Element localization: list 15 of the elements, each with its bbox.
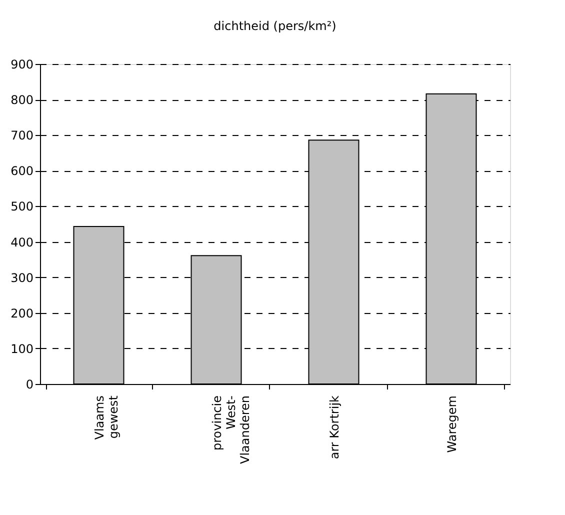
y-tick-label: 100	[10, 342, 34, 356]
y-tick-label: 300	[10, 270, 34, 285]
y-tick-label: 600	[10, 164, 34, 178]
y-tick-label: 500	[10, 200, 34, 214]
y-tick-label: 800	[10, 93, 34, 108]
x-tick-label: Vlaams gewest	[92, 395, 120, 440]
x-tick-label: arr Kortrijk	[327, 395, 342, 460]
y-tick-label: 400	[10, 235, 34, 250]
y-tick-label: 900	[10, 58, 34, 72]
x-tick-label: Waregem	[444, 396, 459, 453]
chart-title: dichtheid (pers/km²)	[214, 19, 336, 33]
x-tick-label: provincie West- Vlaanderen	[210, 396, 252, 464]
y-tick-label: 0	[26, 378, 34, 392]
y-tick-label: 200	[10, 306, 34, 320]
y-tick-label: 700	[10, 128, 34, 143]
